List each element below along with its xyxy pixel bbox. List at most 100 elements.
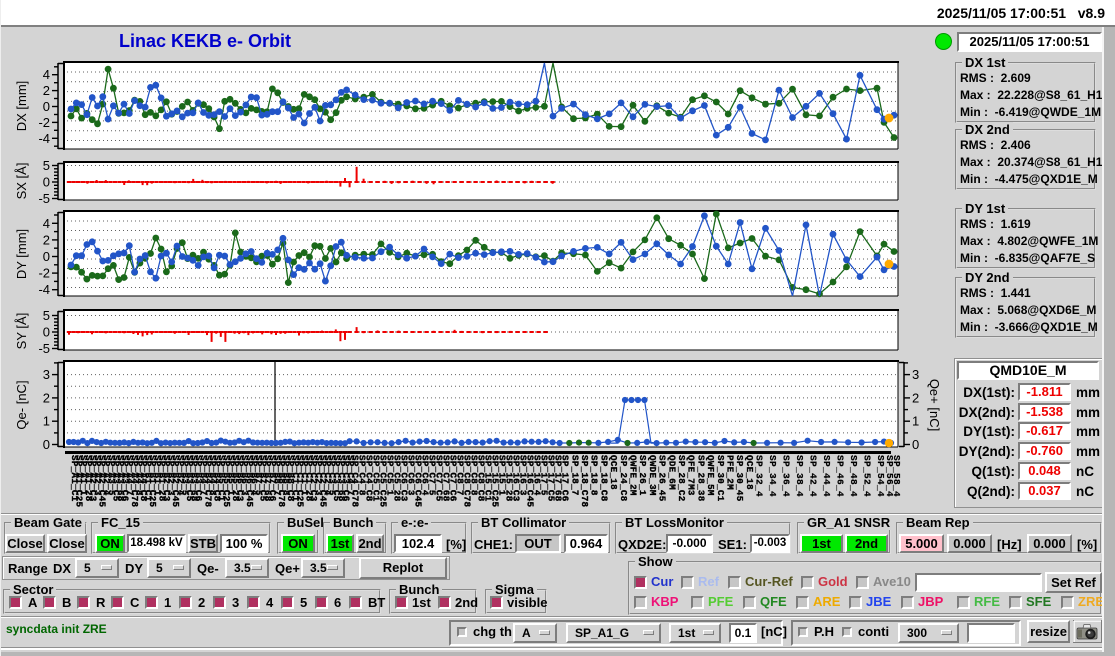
svg-text:5: 5 — [43, 158, 50, 173]
svg-text:SP_C7_68: SP_C7_68 — [441, 455, 452, 502]
svg-text:SP_C3_C6: SP_C3_C6 — [340, 455, 351, 502]
svg-text:SP_17_68: SP_17_68 — [553, 455, 564, 502]
svg-text:SP_C4_C78: SP_C4_C78 — [350, 455, 361, 508]
svg-text:SP_C3_C5: SP_C3_C5 — [331, 455, 342, 502]
svg-text:SP_36_4: SP_36_4 — [781, 455, 792, 497]
svg-text:SP_C1_1: SP_C1_1 — [299, 455, 310, 496]
svg-text:DY [mm]: DY [mm] — [14, 229, 29, 279]
svg-text:SP_15_C1: SP_15_C1 — [483, 455, 494, 502]
svg-text:SP_B7_C5: SP_B7_C5 — [258, 455, 269, 502]
svg-text:SP_C5_C1: SP_C5_C1 — [371, 455, 382, 502]
svg-text:SP_B7_5: SP_B7_5 — [253, 455, 264, 496]
svg-text:SP_C4_8: SP_C4_8 — [357, 455, 368, 496]
svg-text:SP_C1_C25: SP_C1_C25 — [294, 455, 305, 508]
svg-text:SP_30_C1: SP_30_C1 — [715, 455, 726, 502]
svg-text:SP_42_4: SP_42_4 — [808, 455, 819, 497]
svg-text:SP_A2_4: SP_A2_4 — [101, 455, 112, 496]
svg-text:SP_B7_68: SP_B7_68 — [262, 455, 273, 502]
svg-text:SP_24_C8: SP_24_C8 — [618, 455, 629, 502]
svg-text:SP_C6_C45: SP_C6_C45 — [413, 455, 424, 508]
svg-text:SP_C8_C8: SP_C8_C8 — [476, 455, 487, 502]
svg-text:SP_B5_C25: SP_B5_C25 — [221, 455, 232, 508]
svg-text:SP_B8_7: SP_B8_7 — [271, 455, 282, 496]
svg-text:SP_B8_8: SP_B8_8 — [281, 455, 292, 496]
svg-text:SP_C8_C78: SP_C8_C78 — [462, 455, 473, 508]
svg-text:SP_C8_7: SP_C8_7 — [455, 455, 466, 496]
svg-text:SP_B2_C3: SP_B2_C3 — [161, 455, 172, 502]
svg-text:SP_15_28: SP_15_28 — [504, 455, 515, 502]
svg-text:SP_A1_28: SP_A1_28 — [83, 455, 94, 502]
svg-text:SP_C2_3: SP_C2_3 — [313, 455, 324, 496]
svg-text:SP_B5_28: SP_B5_28 — [230, 455, 241, 502]
svg-text:SP_B7_C6: SP_B7_C6 — [267, 455, 278, 502]
svg-text:SP_15_C25: SP_15_C25 — [490, 455, 501, 508]
svg-text:Qe- [nC]: Qe- [nC] — [14, 380, 29, 429]
svg-text:QCE_18: QCE_18 — [744, 455, 755, 490]
svg-text:SP_17_C5: SP_17_C5 — [546, 455, 557, 502]
svg-text:2: 2 — [43, 232, 50, 247]
svg-text:1: 1 — [912, 414, 919, 429]
svg-text:SP_C8_8: SP_C8_8 — [469, 455, 480, 496]
svg-text:SP_18_C8: SP_18_C8 — [598, 455, 609, 502]
svg-text:SX [Å]: SX [Å] — [14, 163, 29, 200]
svg-text:QWFE_5M: QWFE_5M — [705, 455, 716, 496]
svg-text:SP_B3_68: SP_B3_68 — [189, 455, 200, 502]
svg-text:SP_C3_68: SP_C3_68 — [336, 455, 347, 502]
svg-text:SP_B2_C45: SP_B2_C45 — [170, 455, 181, 508]
svg-text:SP_B4_C78: SP_B4_C78 — [202, 455, 213, 508]
svg-text:SP_46_4: SP_46_4 — [835, 455, 846, 497]
svg-text:PFE_2M: PFE_2M — [725, 455, 736, 490]
svg-text:SP_44_4: SP_44_4 — [821, 455, 832, 497]
svg-text:SP_32_4: SP_32_4 — [754, 455, 765, 497]
svg-text:SP_C2_C45: SP_C2_C45 — [317, 455, 328, 508]
svg-text:SY [Å]: SY [Å] — [14, 313, 29, 350]
svg-text:Qe+ [nC]: Qe+ [nC] — [927, 379, 942, 431]
svg-text:SP_B3_C6: SP_B3_C6 — [193, 455, 204, 502]
svg-text:1: 1 — [43, 414, 50, 429]
svg-text:SP_C5_28: SP_C5_28 — [392, 455, 403, 502]
svg-text:SP_A1_1: SP_A1_1 — [78, 455, 89, 496]
svg-text:SP_A3_68: SP_A3_68 — [115, 455, 126, 502]
svg-text:3: 3 — [912, 367, 919, 382]
svg-text:SP_B1_28: SP_B1_28 — [156, 455, 167, 502]
svg-text:SP_15_1: SP_15_1 — [497, 455, 508, 496]
svg-text:0: 0 — [912, 437, 919, 452]
svg-text:SP_48_4: SP_48_4 — [848, 455, 859, 497]
svg-text:SP_B6_4: SP_B6_4 — [248, 455, 259, 496]
svg-text:SP_A1_C25: SP_A1_C25 — [74, 455, 85, 508]
svg-text:SP_B5_1: SP_B5_1 — [225, 455, 236, 496]
svg-text:SP_38_4: SP_38_4 — [794, 455, 805, 497]
svg-text:SP_16_3: SP_16_3 — [518, 455, 529, 496]
svg-text:SP_C4_7: SP_C4_7 — [345, 455, 356, 496]
svg-text:SP_28_38: SP_28_38 — [695, 455, 706, 502]
svg-text:SP_C4_C8: SP_C4_C8 — [364, 455, 375, 502]
svg-text:0: 0 — [43, 99, 50, 114]
svg-text:SP_A3_C5: SP_A3_C5 — [110, 455, 121, 502]
svg-text:-2: -2 — [38, 266, 50, 281]
svg-text:SP_A4_7: SP_A4_7 — [124, 455, 135, 496]
svg-text:2: 2 — [43, 83, 50, 98]
svg-text:SP_A2_C3: SP_A2_C3 — [87, 455, 98, 502]
svg-text:-5: -5 — [38, 191, 50, 206]
svg-text:SP_26_1: SP_26_1 — [637, 455, 648, 496]
svg-text:SP_B5_C1: SP_B5_C1 — [216, 455, 227, 502]
svg-text:-5: -5 — [38, 341, 50, 356]
svg-text:SP_B4_8: SP_B4_8 — [207, 455, 218, 496]
svg-text:0: 0 — [43, 175, 50, 190]
svg-text:2: 2 — [912, 390, 919, 405]
svg-text:0: 0 — [43, 437, 50, 452]
svg-text:QWDE_3M: QWDE_3M — [647, 455, 658, 496]
svg-text:SP_C6_3: SP_C6_3 — [406, 455, 417, 496]
svg-text:SP_A2_C45: SP_A2_C45 — [97, 455, 108, 508]
svg-text:SP_A3_5: SP_A3_5 — [106, 455, 117, 496]
svg-text:SP_A4_8: SP_A4_8 — [133, 455, 144, 496]
svg-text:SP_C7_C6: SP_C7_C6 — [448, 455, 459, 502]
svg-text:SP_52_4: SP_52_4 — [862, 455, 873, 497]
svg-text:SP_58_4: SP_58_4 — [891, 455, 902, 497]
svg-text:SP_B3_C5: SP_B3_C5 — [184, 455, 195, 502]
svg-text:SP_17_C6: SP_17_C6 — [560, 455, 571, 502]
svg-text:SP_C2_4: SP_C2_4 — [322, 455, 333, 496]
svg-text:SP_B1_C1: SP_B1_C1 — [143, 455, 154, 502]
svg-text:0: 0 — [43, 249, 50, 264]
svg-text:SP_16_C45: SP_16_C45 — [525, 455, 536, 508]
